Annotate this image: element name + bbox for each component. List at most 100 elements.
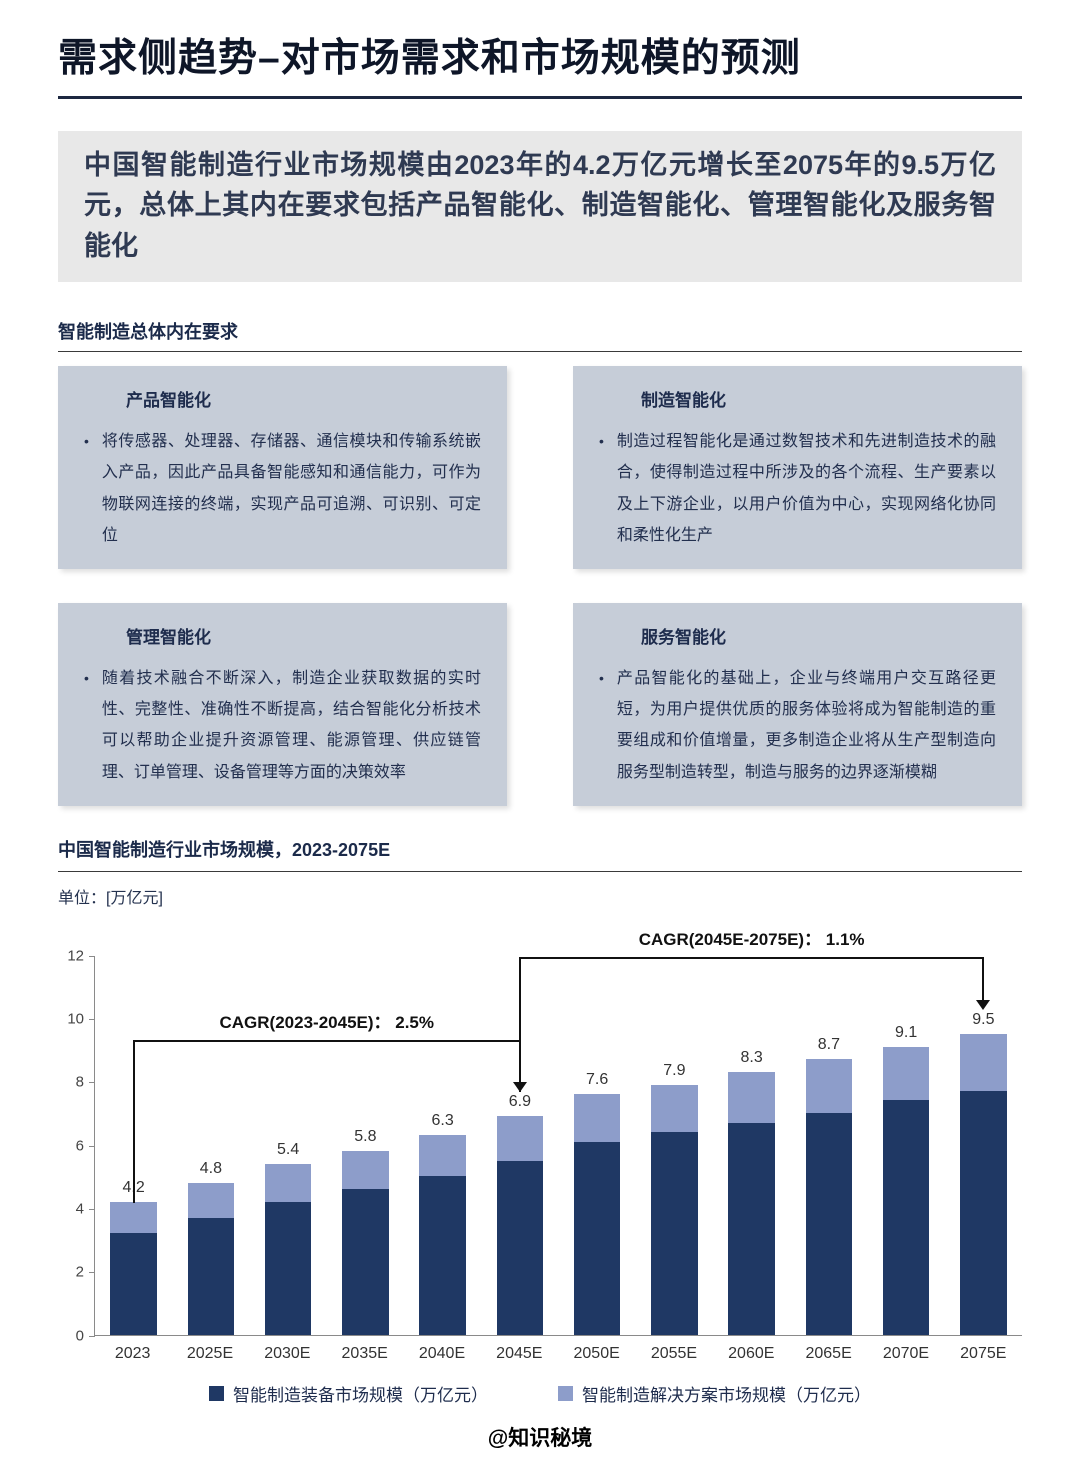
bar-segment-equipment	[342, 1189, 389, 1335]
bar-segment-solutions	[573, 1094, 621, 1142]
bar-segment-solutions	[342, 1151, 389, 1190]
bar-segment-solutions	[264, 1163, 312, 1202]
bullet-icon: •	[599, 433, 604, 450]
bar-segment-equipment	[651, 1132, 698, 1335]
bar-stack	[882, 1046, 930, 1335]
bar-group-2023: 4.2	[95, 956, 172, 1335]
bullet-icon: •	[599, 670, 604, 687]
y-tick-mark	[89, 1019, 95, 1021]
chart-section: 中国智能制造行业市场规模，2023-2075E 单位：[万亿元] 0 2 4 6 8 10…	[58, 836, 1022, 1406]
legend-swatch-icon	[209, 1385, 224, 1401]
y-tick-label: 4	[75, 1200, 84, 1218]
bar-stack	[651, 1084, 698, 1335]
x-axis-label: 2065E	[805, 1344, 852, 1362]
y-tick-mark	[89, 1272, 95, 1274]
card-text: 产品智能化的基础上，企业与终端用户交互路径更短，为用户提供优质的服务体验将成为智…	[616, 670, 996, 781]
bar-segment-solutions	[187, 1182, 235, 1218]
bar-segment-solutions	[728, 1071, 775, 1123]
card-title: 管理智能化	[126, 628, 211, 648]
bullet-icon: •	[84, 670, 89, 687]
card-body: • 制造过程智能化是通过数智技术和先进制造技术的融合，使得制造过程中所涉及的各个…	[599, 426, 996, 551]
bar-segment-solutions	[110, 1201, 157, 1234]
bar-segment-solutions	[419, 1135, 466, 1177]
bar-group-2055E: 7.9	[636, 956, 713, 1335]
bar-total-label: 7.6	[586, 1071, 609, 1089]
y-tick-label: 8	[75, 1073, 84, 1091]
bar-segment-equipment	[805, 1113, 853, 1335]
legend-label: 智能制造解决方案市场规模（万亿元）	[582, 1385, 871, 1405]
chart-unit-label: 单位：[万亿元]	[58, 889, 163, 907]
bar-segment-equipment	[264, 1201, 312, 1335]
bar-total-label: 5.4	[277, 1140, 300, 1158]
bar-group-2070E: 9.1	[868, 956, 945, 1335]
y-tick-mark	[89, 955, 95, 957]
y-tick-label: 12	[67, 947, 84, 965]
chart-title: 中国智能制造行业市场规模，2023-2075E	[58, 836, 1022, 872]
bar-segment-solutions	[496, 1116, 544, 1161]
market-size-chart: 0 2 4 6 8 10 12 4.2 4.8 5.4 5.8 6.3 6.9 7.6 7.9 8.3 8.7…	[58, 930, 1022, 1406]
chart-x-axis: 2023 2025E 2030E 2035E 2040E 2045E 2050E 2055E 2…	[94, 1345, 1022, 1363]
bar-total-label: 6.9	[508, 1093, 531, 1111]
chart-plot: 4.2 4.8 5.4 5.8 6.3 6.9 7.6 7.9 8.3 8.7 9.1 9.5 CAG…	[89, 930, 1022, 1337]
card-text: 将传感器、处理器、存储器、通信模块和传输系统嵌入产品，因此产品具备智能感知和通信…	[101, 433, 481, 544]
bar-total-label: 8.7	[817, 1036, 840, 1054]
card-manufacturing-intelligence: 制造智能化 • 制造过程智能化是通过数智技术和先进制造技术的融合，使得制造过程中…	[573, 366, 1022, 570]
bar-group-2040E: 6.3	[404, 956, 481, 1335]
bar-segment-equipment	[728, 1122, 775, 1335]
section-heading: 智能制造总体内在要求	[58, 318, 1022, 353]
card-text: 随着技术融合不断深入，制造企业获取数据的实时性、完整性、准确性不断提高，结合智能…	[101, 670, 481, 781]
bar-total-label: 4.8	[199, 1159, 222, 1177]
x-axis-label: 2060E	[728, 1344, 775, 1362]
bar-stack	[573, 1094, 621, 1335]
bar-segment-equipment	[187, 1217, 235, 1335]
bar-stack	[264, 1163, 312, 1335]
x-axis-label: 2050E	[573, 1344, 620, 1362]
legend-swatch-icon	[558, 1385, 573, 1401]
bullet-icon: •	[84, 433, 89, 450]
x-axis-label: 2055E	[650, 1344, 698, 1362]
card-text: 制造过程智能化是通过数智技术和先进制造技术的融合，使得制造过程中所涉及的各个流程…	[616, 433, 996, 544]
bar-segment-equipment	[882, 1100, 930, 1335]
bar-total-label: 5.8	[354, 1128, 377, 1146]
bar-segment-equipment	[573, 1141, 621, 1335]
card-management-intelligence: 管理智能化 • 随着技术融合不断深入，制造企业获取数据的实时性、完整性、准确性不…	[58, 603, 507, 806]
bar-total-label: 7.9	[663, 1061, 686, 1079]
bar-total-label: 4.2	[122, 1178, 145, 1196]
legend-item: 智能制造解决方案市场规模（万亿元）	[558, 1381, 871, 1406]
bar-stack	[342, 1151, 389, 1335]
bar-stack	[496, 1116, 544, 1335]
y-tick-label: 2	[75, 1263, 84, 1281]
y-tick-mark	[89, 1145, 95, 1147]
x-axis-label: 2023	[114, 1344, 151, 1362]
card-title: 产品智能化	[126, 391, 211, 411]
bar-group-2030E: 5.4	[250, 956, 327, 1335]
requirements-section: 智能制造总体内在要求 产品智能化 • 将传感器、处理器、存储器、通信模块和传输系…	[58, 318, 1022, 806]
y-tick-mark	[89, 1082, 95, 1084]
bar-stack	[728, 1071, 775, 1335]
bar-segment-solutions	[882, 1046, 930, 1101]
card-product-intelligence: 产品智能化 • 将传感器、处理器、存储器、通信模块和传输系统嵌入产品，因此产品具…	[58, 366, 507, 570]
axis-spacer	[58, 1345, 94, 1363]
cagr-label: CAGR(2045E-2075E)： 1.1%	[638, 930, 865, 950]
x-axis-label: 2070E	[882, 1344, 930, 1362]
y-tick-label: 0	[75, 1327, 84, 1345]
legend-label: 智能制造装备市场规模（万亿元）	[233, 1385, 488, 1405]
bar-total-label: 8.3	[740, 1048, 763, 1066]
bar-group-2035E: 5.8	[327, 956, 404, 1335]
legend-item: 智能制造装备市场规模（万亿元）	[209, 1381, 488, 1406]
card-body: • 随着技术融合不断深入，制造企业获取数据的实时性、完整性、准确性不断提高，结合…	[84, 663, 481, 788]
bar-stack	[960, 1033, 1007, 1335]
bar-stack	[187, 1182, 235, 1335]
card-service-intelligence: 服务智能化 • 产品智能化的基础上，企业与终端用户交互路径更短，为用户提供优质的…	[573, 603, 1022, 806]
y-tick-label: 10	[67, 1010, 84, 1028]
bar-segment-solutions	[651, 1084, 698, 1133]
bar-total-label: 9.1	[895, 1023, 918, 1041]
page-title: 需求侧趋势–对市场需求和市场规模的预测	[58, 37, 801, 80]
x-axis-label: 2075E	[960, 1344, 1007, 1362]
y-tick-mark	[89, 1335, 95, 1337]
chart-bars: 4.2 4.8 5.4 5.8 6.3 6.9 7.6 7.9 8.3 8.7 9.1 9.5	[95, 956, 1022, 1335]
bar-segment-equipment	[496, 1160, 544, 1335]
x-axis-label: 2035E	[341, 1344, 388, 1362]
card-title: 服务智能化	[641, 628, 726, 648]
bar-total-label: 6.3	[431, 1112, 454, 1130]
